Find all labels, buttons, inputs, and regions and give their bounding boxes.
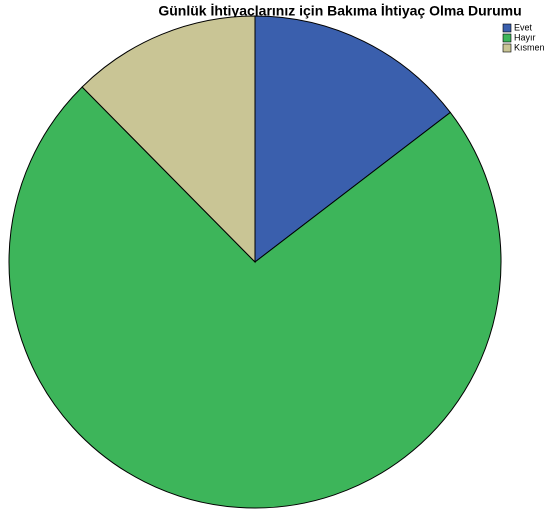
legend-swatch [502,43,512,53]
legend-label: Kısmen [514,42,545,52]
pie-slice [8,86,502,509]
pie-slice [81,15,256,264]
legend-swatch [502,23,512,33]
pie-slice [254,15,452,264]
legend-label: Evet [514,22,533,32]
legend-swatch [502,33,512,43]
legend-label: Hayır [514,32,536,42]
chart-title: Günlük İhtiyaçlarınız için Bakıma İhtiya… [158,3,521,19]
